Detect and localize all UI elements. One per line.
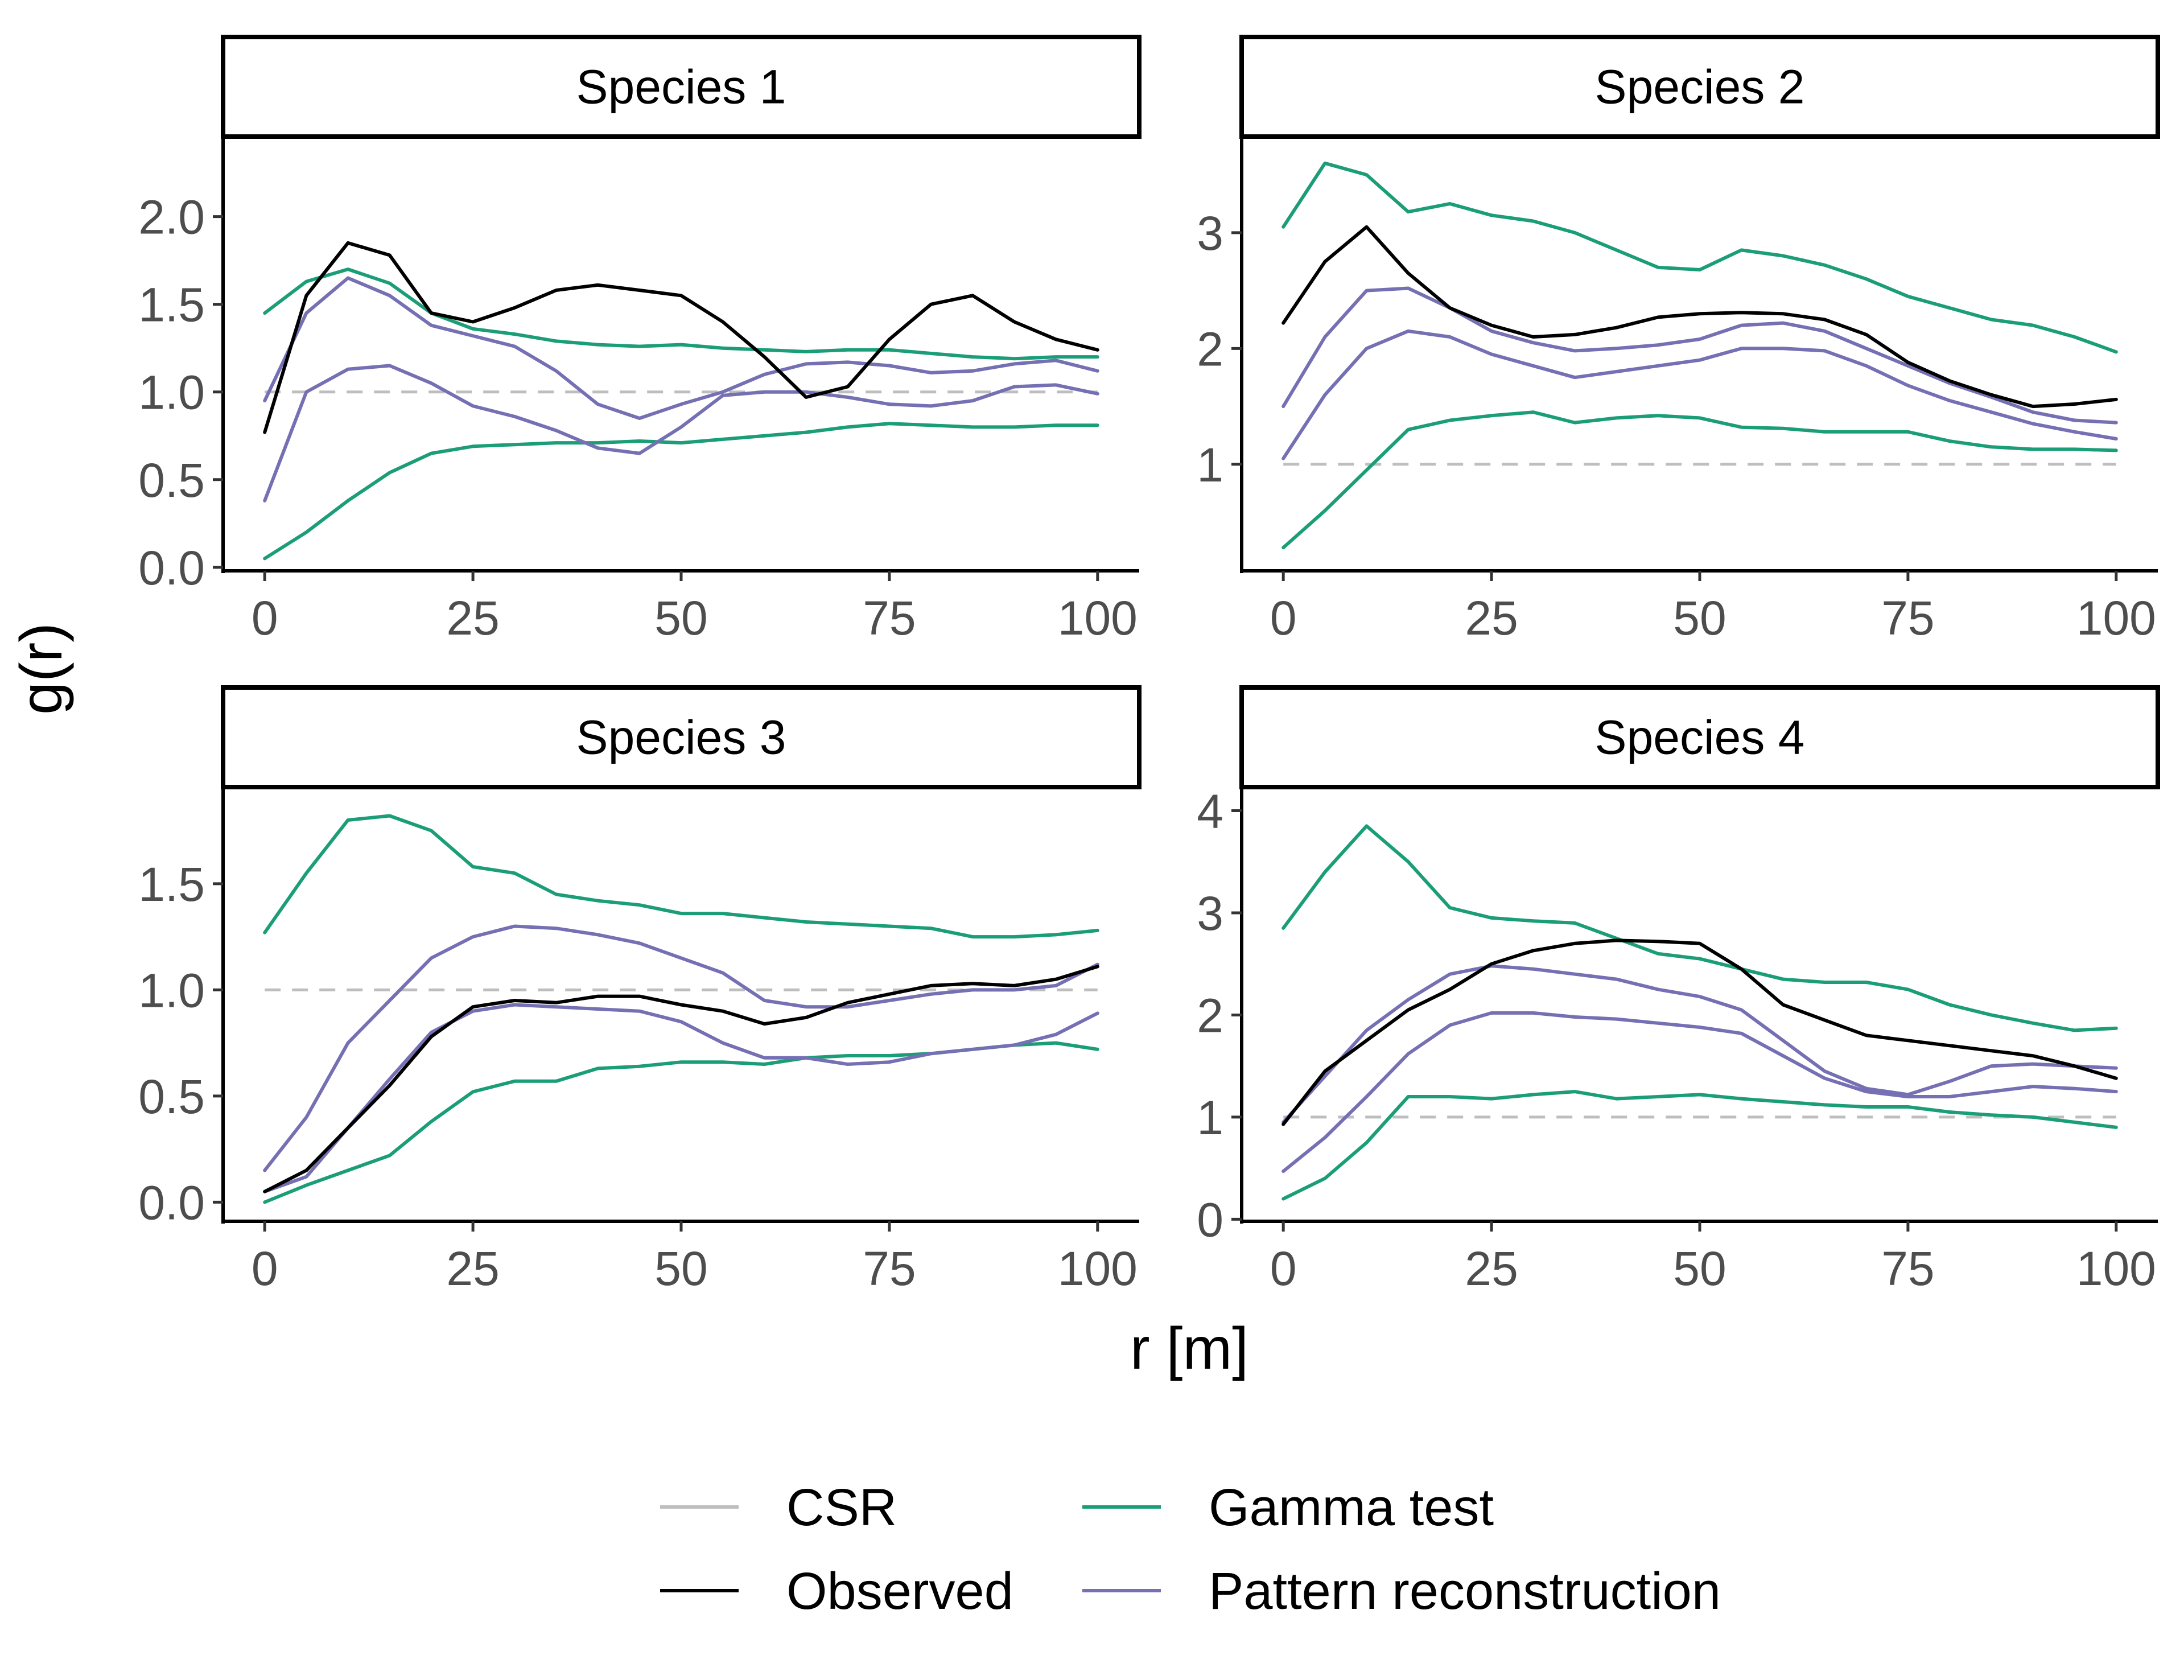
x-tick-label: 50 xyxy=(1673,1242,1726,1295)
pattern-reconstruction-lower-line xyxy=(263,364,1099,503)
panel-strip xyxy=(221,685,1142,789)
panel-1: Species 1 0 25 50 75 100 0.0 0.5 1.0 1.5 2.0 xyxy=(138,35,1142,645)
y-tick-label: 0.5 xyxy=(138,1070,205,1123)
y-axis-title: g(r) xyxy=(9,623,75,715)
series-lines xyxy=(263,814,1099,1204)
panel-title: Species 1 xyxy=(576,60,786,114)
pattern-reconstruction-upper-line xyxy=(1281,964,2118,1124)
observed-line xyxy=(1281,225,2118,409)
gamma-test-upper-line xyxy=(1281,824,2118,1032)
x-tick-label: 50 xyxy=(654,1242,707,1295)
legend: CSR Observed Gamma test Pattern reconstruct… xyxy=(660,1479,1721,1620)
y-tick-label: 1 xyxy=(1197,438,1223,492)
gamma-test-lower-line xyxy=(1281,410,2118,550)
legend-label-recon: Pattern reconstruction xyxy=(1209,1562,1721,1620)
legend-item-gamma: Gamma test xyxy=(1082,1479,1494,1537)
y-tick-label: 3 xyxy=(1197,887,1223,940)
panel-title: Species 2 xyxy=(1595,60,1805,114)
pattern-reconstruction-lower-line xyxy=(1281,1011,2118,1173)
y-tick-label: 3 xyxy=(1197,207,1223,260)
x-tick-label: 25 xyxy=(1465,591,1518,645)
legend-item-csr: CSR xyxy=(660,1479,897,1537)
y-tick-label: 2 xyxy=(1197,989,1223,1042)
facet-panels: Species 10 25 50 75 1000.00.51.01.52.0Specie… xyxy=(138,35,2160,1295)
legend-item-observed: Observed xyxy=(660,1562,1013,1620)
x-tick-label: 25 xyxy=(446,1242,499,1295)
x-axis-title: r [m] xyxy=(1130,1316,1248,1382)
gamma-test-upper-line xyxy=(263,814,1099,939)
pattern-reconstruction-upper-line xyxy=(1281,286,2118,425)
y-tick-label: 2 xyxy=(1197,322,1223,376)
x-tick-label: 25 xyxy=(1465,1242,1518,1295)
x-tick-label: 75 xyxy=(1881,591,1934,645)
pattern-reconstruction-lower-line xyxy=(1281,329,2118,460)
x-tick-label: 50 xyxy=(1673,591,1726,645)
x-tick-label: 50 xyxy=(654,591,707,645)
pattern-reconstruction-upper-line xyxy=(263,276,1099,420)
panel-title: Species 4 xyxy=(1595,711,1805,764)
x-tick-label: 0 xyxy=(1270,591,1297,645)
panel-strip xyxy=(1239,35,2160,139)
x-tick-label: 75 xyxy=(863,1242,916,1295)
observed-line xyxy=(263,965,1099,1193)
x-tick-label: 0 xyxy=(252,591,278,645)
y-tick-label: 0.0 xyxy=(138,541,205,595)
panel-strip xyxy=(221,35,1142,139)
x-tick-label: 0 xyxy=(1270,1242,1297,1295)
x-tick-label: 100 xyxy=(1058,591,1138,645)
y-tick-label: 1.5 xyxy=(138,858,205,911)
gamma-test-lower-line xyxy=(263,422,1099,561)
y-tick-label: 1.0 xyxy=(138,366,205,419)
series-lines xyxy=(1281,161,2118,550)
legend-label-gamma: Gamma test xyxy=(1209,1479,1494,1537)
pattern-reconstruction-lower-line xyxy=(263,1003,1099,1193)
panel-strip xyxy=(1239,685,2160,789)
legend-label-observed: Observed xyxy=(786,1562,1013,1620)
x-tick-label: 75 xyxy=(1881,1242,1934,1295)
y-tick-label: 2.0 xyxy=(138,191,205,244)
x-tick-label: 100 xyxy=(2076,1242,2156,1295)
panel-2: Species 2 0 25 50 75 100 1 2 3 xyxy=(1197,35,2160,645)
x-tick-label: 0 xyxy=(252,1242,278,1295)
y-tick-label: 1 xyxy=(1197,1091,1223,1144)
panel-4: Species 4 0 25 50 75 100 0 1 2 3 4 xyxy=(1197,685,2160,1295)
gamma-test-lower-line xyxy=(263,1041,1099,1204)
y-tick-label: 0.5 xyxy=(138,454,205,507)
x-tick-label: 75 xyxy=(863,591,916,645)
observed-line xyxy=(263,241,1099,434)
panel-title: Species 3 xyxy=(576,711,786,764)
x-tick-label: 100 xyxy=(2076,591,2156,645)
series-lines xyxy=(263,241,1099,561)
gamma-test-upper-line xyxy=(263,267,1099,361)
panel-3: Species 3 0 25 50 75 100 0.0 0.5 1.0 1.5 xyxy=(138,685,1142,1295)
gamma-test-upper-line xyxy=(1281,161,2118,354)
y-tick-label: 1.5 xyxy=(138,278,205,332)
gamma-test-lower-line xyxy=(1281,1090,2118,1201)
y-tick-label: 0 xyxy=(1197,1193,1223,1246)
pattern-reconstruction-upper-line xyxy=(263,924,1099,1172)
x-tick-label: 100 xyxy=(1058,1242,1138,1295)
observed-line xyxy=(1281,938,2118,1126)
legend-item-recon: Pattern reconstruction xyxy=(1082,1562,1721,1620)
legend-label-csr: CSR xyxy=(786,1479,897,1537)
x-tick-label: 25 xyxy=(446,591,499,645)
y-tick-label: 4 xyxy=(1197,784,1223,838)
y-tick-label: 1.0 xyxy=(138,963,205,1017)
y-tick-label: 0.0 xyxy=(138,1176,205,1229)
series-lines xyxy=(1281,824,2118,1201)
